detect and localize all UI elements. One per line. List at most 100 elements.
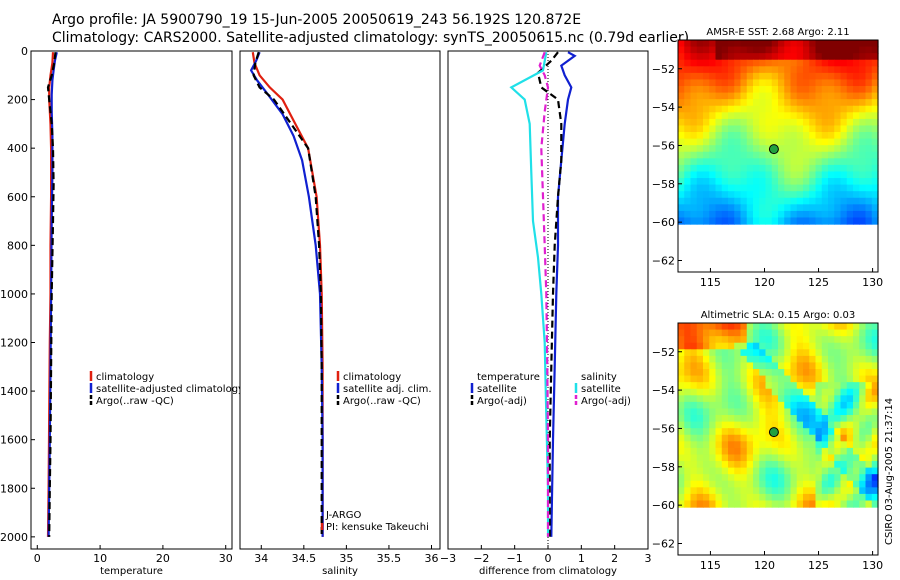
sla-map-cell — [865, 467, 873, 475]
difference-legend-temperature-label: satellite — [477, 384, 517, 395]
sla-map-cell — [684, 395, 692, 403]
sla-map-cell — [703, 421, 710, 429]
sla-map-cell — [853, 375, 860, 383]
sst-map-cell — [753, 158, 760, 166]
sst-map-cell — [734, 112, 742, 120]
sla-map-cell — [765, 480, 773, 488]
sla-map-cell — [690, 421, 698, 429]
sst-map-cell — [871, 132, 879, 140]
sst-map-cell — [703, 191, 710, 199]
sst-map-cell — [834, 138, 842, 146]
sst-map-cell — [803, 53, 810, 61]
sla-map-cell — [746, 388, 754, 396]
sla-map-cell — [728, 336, 735, 344]
sla-map-cell — [840, 388, 848, 396]
sst-map-cell — [765, 105, 773, 113]
sla-map-cell — [734, 428, 742, 436]
sst-map-cell — [790, 217, 798, 225]
sla-map-cell — [734, 474, 742, 482]
sst-map-cell — [703, 184, 710, 192]
sla-map-cell — [753, 401, 760, 410]
sla-map-cell — [778, 355, 785, 364]
sla-map-cell — [703, 342, 710, 350]
sla-map-cell — [834, 421, 842, 429]
sla-map-cell — [740, 382, 748, 390]
sla-map-cell — [753, 415, 760, 423]
sst-map-cell — [840, 118, 848, 127]
sst-map-cell — [765, 151, 773, 159]
sla-map-cell — [778, 323, 785, 331]
sla-map-cell — [790, 375, 798, 383]
sla-map-cell — [784, 395, 792, 403]
sla-map-cell — [690, 454, 698, 462]
sla-map-cell — [759, 461, 767, 469]
sla-map-cell — [721, 428, 729, 436]
sla-map-cell — [790, 382, 798, 390]
sst-map-cell — [678, 164, 685, 173]
sst-map-cell — [715, 53, 723, 61]
sst-map-cell — [715, 145, 723, 153]
sla-map-cell — [684, 474, 692, 482]
sst-map-cell — [846, 86, 854, 94]
sst-map-cell — [853, 112, 860, 120]
sst-map-cell — [803, 204, 810, 212]
sst-map-cell — [828, 204, 835, 212]
sst-map-cell — [796, 138, 804, 146]
sst-map-cell — [771, 138, 779, 146]
sla-map-cell — [846, 441, 854, 449]
sla-map-cell — [778, 461, 785, 469]
sla-map-cell — [828, 447, 835, 456]
sla-map-cell — [853, 454, 860, 462]
sst-map-cell — [871, 145, 879, 153]
sla-map-cell — [740, 447, 748, 456]
sla-map-cell — [721, 415, 729, 423]
sla-map-cell — [778, 474, 785, 482]
sla-map-cell — [803, 369, 810, 377]
sla-map-cell — [840, 415, 848, 423]
sla-map-cell — [809, 434, 817, 442]
sst-map-cell — [790, 86, 798, 94]
sla-map-cell — [853, 362, 860, 370]
difference-xlabel: difference from climatology — [479, 566, 617, 577]
sst-map-cell — [746, 105, 754, 113]
sst-map-cell — [759, 66, 767, 74]
sla-map-cell — [696, 500, 704, 508]
sla-map-cell — [846, 474, 854, 482]
sla-map-cell — [715, 362, 723, 370]
sla-map-cell — [828, 388, 835, 396]
sla-map-cell — [696, 474, 704, 482]
sla-map-cell — [759, 323, 767, 331]
sst-map-cell — [865, 178, 873, 186]
sla-map-cell — [759, 375, 767, 383]
sla-map-cell — [759, 428, 767, 436]
sla-map-cell — [871, 342, 879, 350]
sla-map-cell — [740, 461, 748, 469]
sst-map-cell — [765, 191, 773, 199]
sla-map-cell — [784, 428, 792, 436]
sla-map-cell — [690, 329, 698, 337]
sst-map-cell — [734, 40, 742, 48]
sst-map-cell — [734, 79, 742, 87]
sst-map-cell — [746, 217, 754, 225]
sla-map-cell — [715, 323, 723, 331]
sla-map-cell — [771, 487, 779, 495]
sst-map-cell — [809, 79, 817, 87]
sla-map-cell — [853, 421, 860, 429]
sst-map-cell — [809, 40, 817, 48]
sla-map-xtick-label: 115 — [700, 559, 721, 572]
sst-map-cell — [715, 184, 723, 192]
sla-map-cell — [734, 500, 742, 508]
sst-map-cell — [778, 99, 785, 107]
sst-map-cell — [728, 125, 735, 133]
sla-map-cell — [821, 421, 829, 429]
sla-map-cell — [828, 336, 835, 344]
sst-map-cell — [821, 184, 829, 192]
sst-map-cell — [828, 66, 835, 74]
sst-map-cell — [803, 125, 810, 133]
sla-map-cell — [815, 500, 823, 508]
sst-map-cell — [790, 191, 798, 199]
sla-map-cell — [765, 487, 773, 495]
sst-map-cell — [846, 164, 854, 173]
sst-map-cell — [678, 125, 685, 133]
sla-map-cell — [684, 493, 692, 502]
